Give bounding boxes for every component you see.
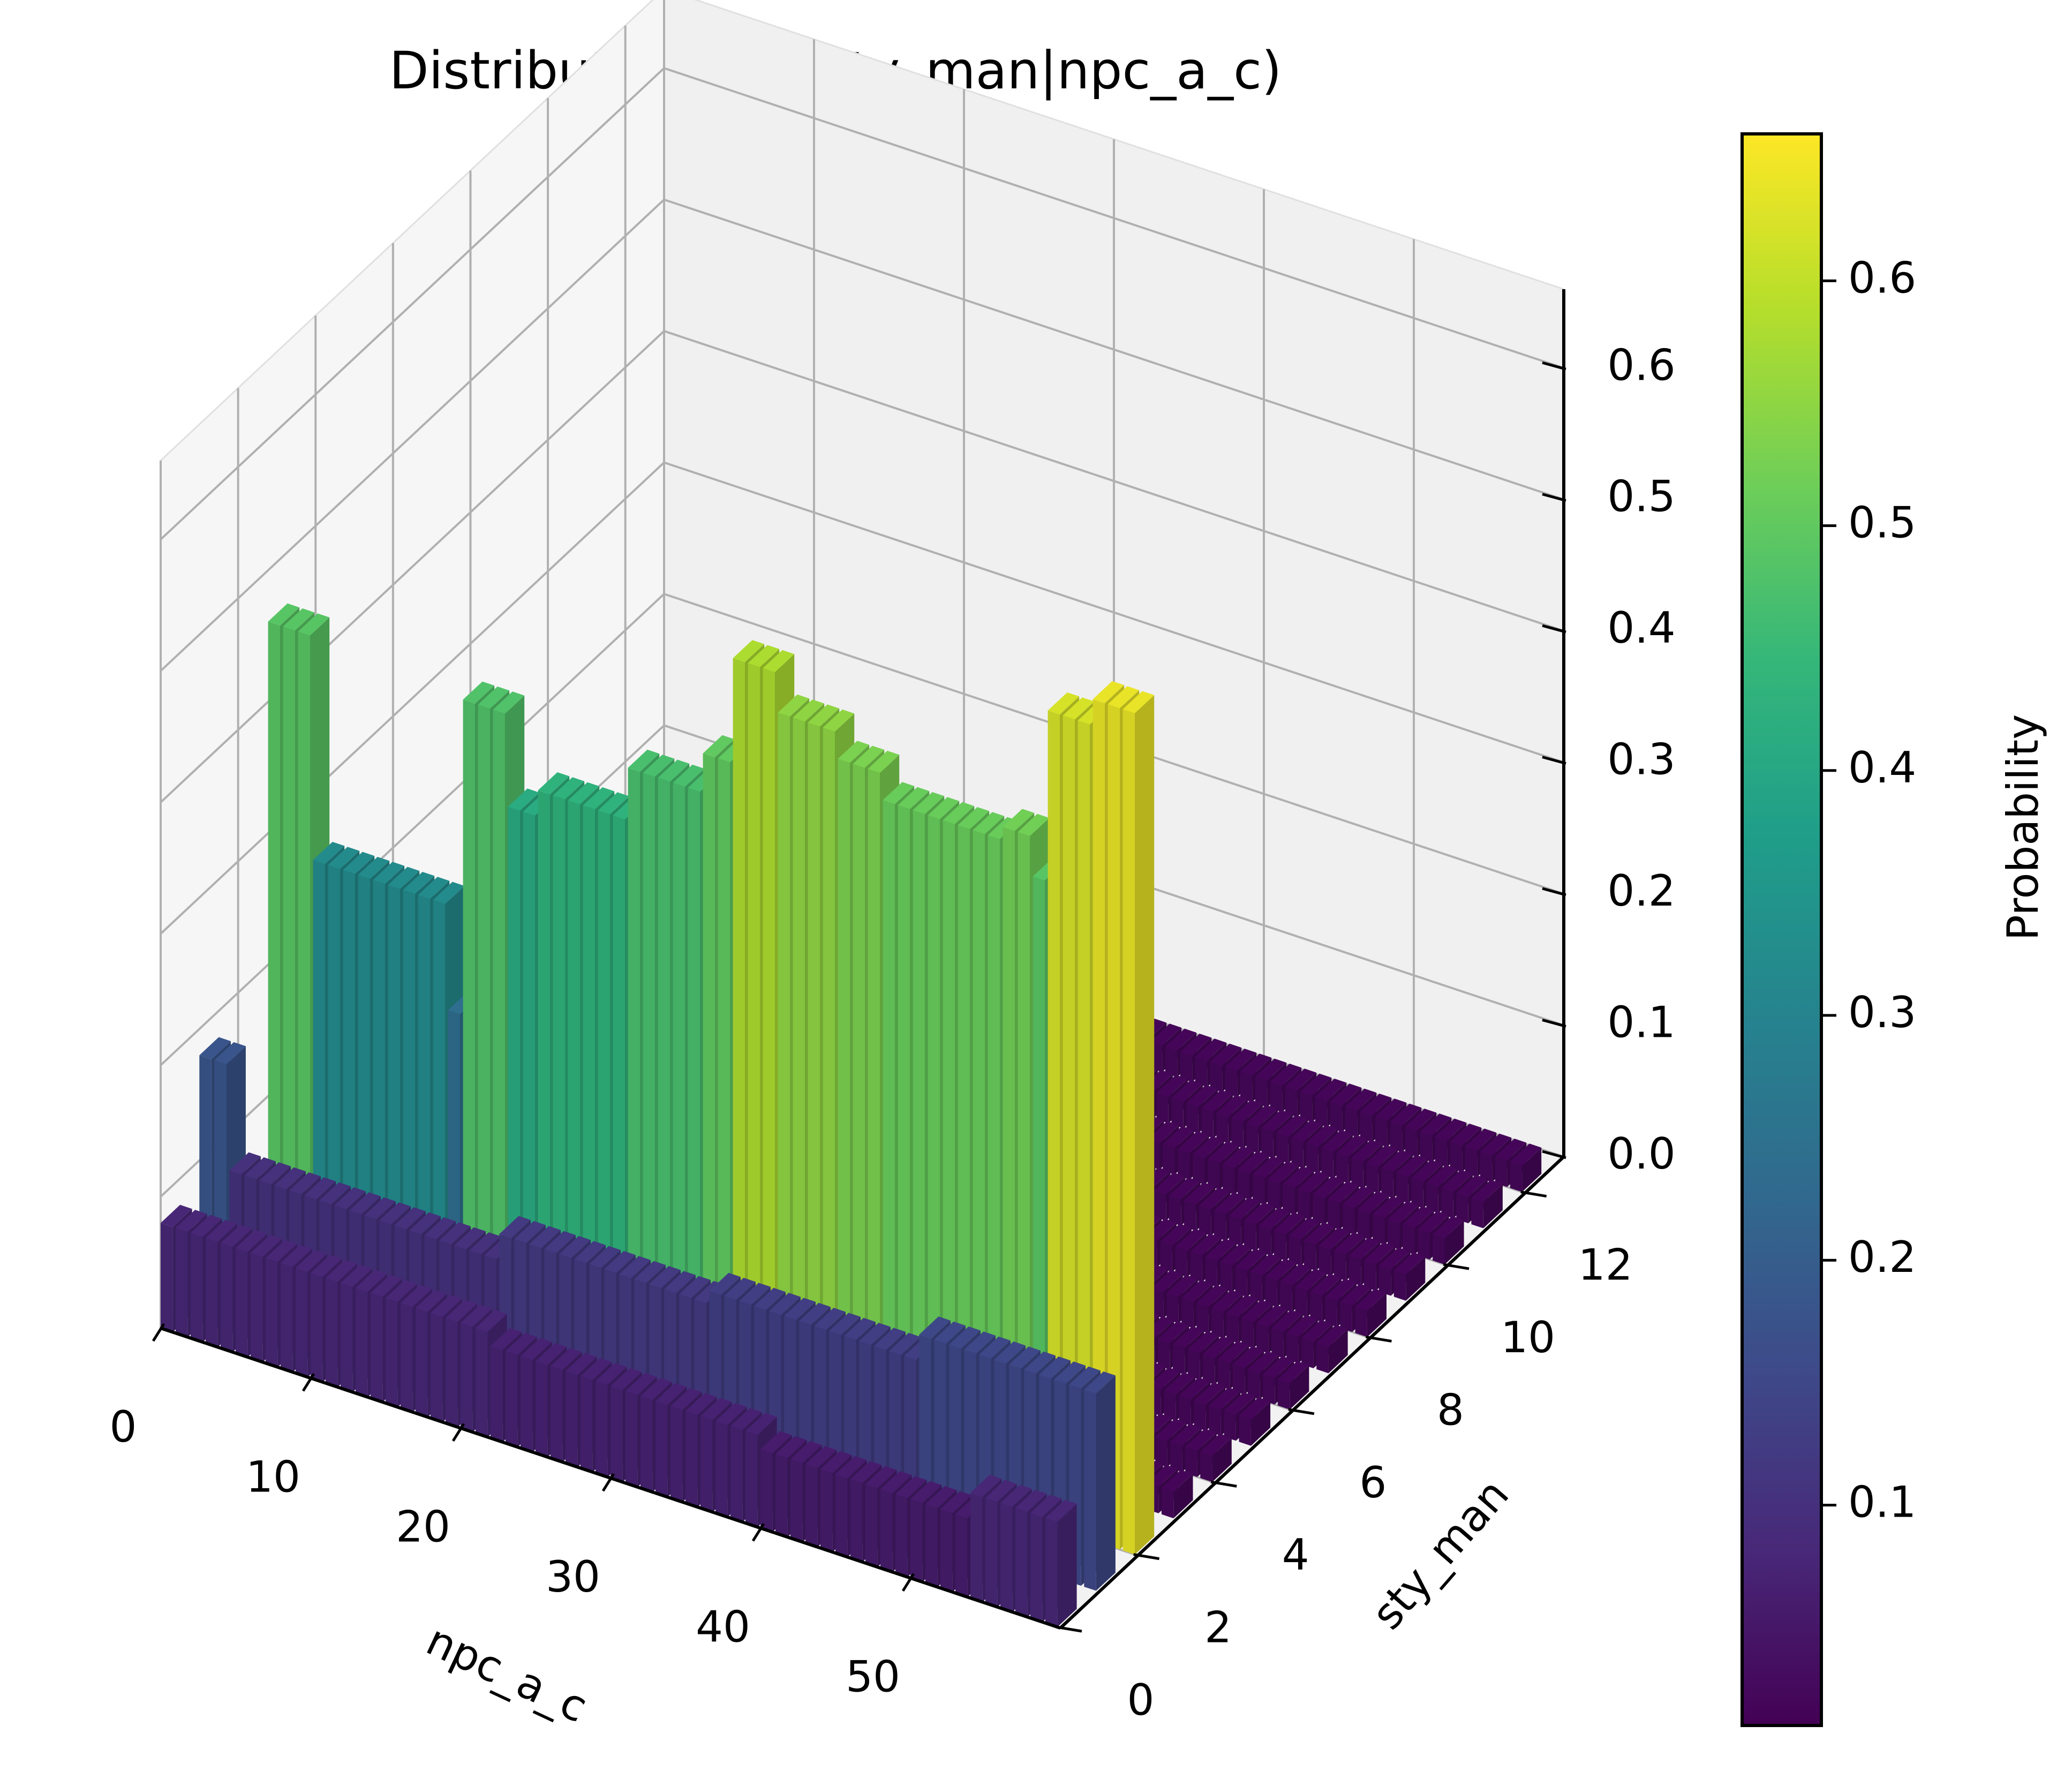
bar <box>1393 1252 1426 1301</box>
z-tick-label: 0.3 <box>1607 735 1675 785</box>
colorbar-tick-label: 0.4 <box>1848 743 1916 793</box>
colorbar-tick-label: 0.3 <box>1848 988 1916 1037</box>
z-tick-label: 0.1 <box>1607 997 1675 1047</box>
x-tick-label: 40 <box>696 1602 750 1652</box>
y-tick-label: 12 <box>1578 1240 1633 1290</box>
colorbar-ticks: 0.1 0.2 0.3 0.4 0.5 0.6 <box>1821 253 1916 1527</box>
bar <box>1316 1324 1348 1374</box>
y-tick-label: 4 <box>1282 1530 1309 1580</box>
gridline <box>664 67 1564 370</box>
bars-group <box>161 603 1542 1627</box>
y-tick-label: 6 <box>1359 1458 1387 1508</box>
x-tick-label: 50 <box>846 1652 900 1702</box>
bar <box>1510 1143 1542 1192</box>
bar <box>1084 1371 1116 1591</box>
tick-mark <box>1542 361 1566 371</box>
y-tick-label: 10 <box>1501 1313 1555 1362</box>
tick-mark <box>1542 887 1566 896</box>
bar <box>1433 1216 1464 1265</box>
tick-mark <box>1443 1263 1470 1270</box>
z-tick-label: 0.4 <box>1607 603 1675 653</box>
bar <box>1355 1288 1387 1337</box>
colorbar-tick-label: 0.5 <box>1848 498 1916 548</box>
bar <box>1239 1397 1271 1446</box>
bar <box>1277 1361 1309 1410</box>
bar <box>1161 1470 1193 1519</box>
gridline <box>664 330 1564 632</box>
y-tick-label: 8 <box>1437 1385 1464 1435</box>
tick-mark <box>1288 1408 1315 1415</box>
z-tick-label: 0.6 <box>1607 340 1675 390</box>
tick-mark <box>601 1473 615 1492</box>
tick-mark <box>152 1323 165 1342</box>
colorbar-tick-label: 0.2 <box>1848 1232 1916 1282</box>
gridline <box>160 330 665 803</box>
gridline <box>664 461 1564 764</box>
bar <box>1045 1499 1077 1627</box>
tick-mark <box>1542 756 1566 765</box>
tick-mark <box>1542 624 1566 634</box>
colorbar-label: Probability <box>1998 714 2048 941</box>
bar <box>1471 1180 1503 1229</box>
z-tick-label: 0.5 <box>1607 472 1675 522</box>
tick-mark <box>1133 1553 1160 1561</box>
z-tick-label: 0.2 <box>1607 866 1675 916</box>
tick-mark <box>1542 1019 1566 1028</box>
y-tick-label: 2 <box>1204 1603 1232 1653</box>
y-tick-label: 0 <box>1127 1675 1155 1725</box>
tick-mark <box>1520 1190 1547 1198</box>
tick-mark <box>451 1423 465 1442</box>
x-tick-label: 20 <box>396 1502 450 1552</box>
x-axis-label: npc_a_c <box>419 1615 595 1732</box>
x-tick-label: 0 <box>110 1402 137 1452</box>
gridline <box>664 198 1564 501</box>
tick-mark <box>1366 1335 1392 1343</box>
tick-mark <box>1210 1480 1237 1488</box>
tick-mark <box>751 1523 765 1542</box>
y-axis-line <box>1059 1155 1565 1630</box>
tick-mark <box>1542 493 1566 502</box>
colorbar-tick-label: 0.6 <box>1848 253 1916 303</box>
x-tick-label: 30 <box>546 1552 600 1602</box>
tick-mark <box>1056 1625 1082 1633</box>
tick-mark <box>302 1373 315 1392</box>
tick-mark <box>901 1573 915 1592</box>
colorbar-tick-label: 0.1 <box>1848 1477 1916 1527</box>
colorbar <box>1741 132 1823 1727</box>
gridline <box>160 462 665 935</box>
gridline <box>160 593 665 1066</box>
tick-mark <box>1542 1150 1566 1159</box>
z-tick-label: 0.0 <box>1607 1129 1675 1179</box>
gridline <box>160 199 665 672</box>
gridline <box>160 67 665 540</box>
bar <box>1200 1434 1232 1482</box>
bar <box>1122 691 1155 1555</box>
x-tick-label: 10 <box>246 1452 300 1502</box>
